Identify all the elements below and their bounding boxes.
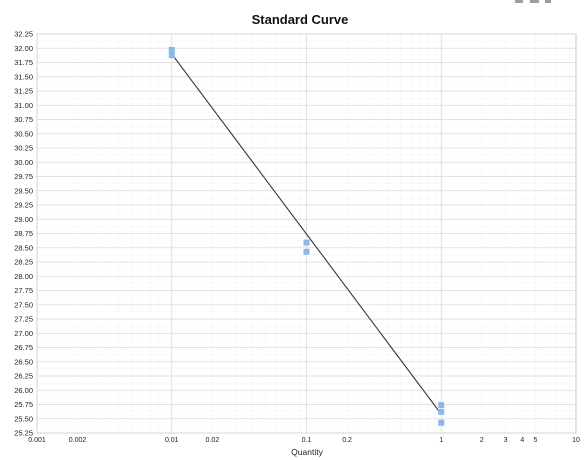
- y-tick-label: 26.50: [14, 357, 33, 366]
- maximize-icon[interactable]: [530, 0, 539, 3]
- x-tick-label: 0.2: [342, 437, 352, 444]
- y-tick-label: 26.00: [14, 386, 33, 395]
- y-tick-label: 28.00: [14, 272, 33, 281]
- y-tick-label: 26.25: [14, 372, 33, 381]
- regression-line: [171, 53, 442, 415]
- x-tick-label: 3: [504, 437, 508, 444]
- y-tick-label: 31.00: [14, 101, 33, 110]
- y-tick-label: 27.25: [14, 315, 33, 324]
- y-tick-label: 30.75: [14, 115, 33, 124]
- y-tick-label: 31.50: [14, 72, 33, 81]
- y-tick-label: 29.25: [14, 201, 33, 210]
- y-tick-label: 28.25: [14, 258, 33, 267]
- x-axis-ticks: 0.001 0.002 0.01 0.02 0.1 0.2 1 2 3 4 5 10: [28, 437, 580, 444]
- x-tick-label: 0.001: [28, 437, 46, 444]
- chart-title: Standard Curve: [252, 12, 349, 27]
- y-tick-label: 31.75: [14, 58, 33, 67]
- data-point: [438, 402, 445, 409]
- y-tick-label: 30.50: [14, 129, 33, 138]
- close-icon[interactable]: [545, 0, 551, 3]
- y-tick-label: 26.75: [14, 343, 33, 352]
- x-tick-label: 1: [439, 437, 443, 444]
- data-point: [168, 46, 175, 53]
- y-tick-label: 27.75: [14, 286, 33, 295]
- y-tick-label: 27.00: [14, 329, 33, 338]
- data-points: [168, 46, 445, 426]
- y-tick-label: 28.75: [14, 229, 33, 238]
- y-tick-label: 25.75: [14, 400, 33, 409]
- y-tick-label: 25.25: [14, 429, 33, 438]
- y-tick-label: 27.50: [14, 300, 33, 309]
- data-point: [168, 52, 175, 59]
- y-tick-label: 32.25: [14, 30, 33, 39]
- grid: [36, 33, 576, 434]
- data-point: [438, 419, 445, 426]
- y-tick-label: 25.50: [14, 414, 33, 423]
- data-point: [303, 239, 310, 246]
- y-tick-label: 30.25: [14, 144, 33, 153]
- x-tick-label: 0.002: [69, 437, 87, 444]
- y-tick-label: 32.00: [14, 44, 33, 53]
- x-tick-label: 2: [480, 437, 484, 444]
- x-tick-label: 10: [572, 437, 580, 444]
- y-tick-label: 29.00: [14, 215, 33, 224]
- x-axis-label: Quantity: [291, 447, 323, 457]
- x-tick-label: 5: [533, 437, 537, 444]
- x-tick-label: 4: [520, 437, 524, 444]
- data-point: [303, 248, 310, 255]
- x-tick-label: 0.01: [165, 437, 179, 444]
- y-axis-ticks: 25.25 25.50 25.75 26.00 26.25 26.50 26.75 27.00…: [14, 30, 33, 438]
- minimize-icon[interactable]: [515, 0, 523, 3]
- y-tick-label: 29.50: [14, 186, 33, 195]
- x-tick-label: 0.02: [206, 437, 220, 444]
- x-tick-label: 0.1: [302, 437, 312, 444]
- data-point: [438, 408, 445, 415]
- y-tick-label: 29.75: [14, 172, 33, 181]
- y-tick-label: 30.00: [14, 158, 33, 167]
- y-tick-label: 28.50: [14, 243, 33, 252]
- y-tick-label: 31.25: [14, 87, 33, 96]
